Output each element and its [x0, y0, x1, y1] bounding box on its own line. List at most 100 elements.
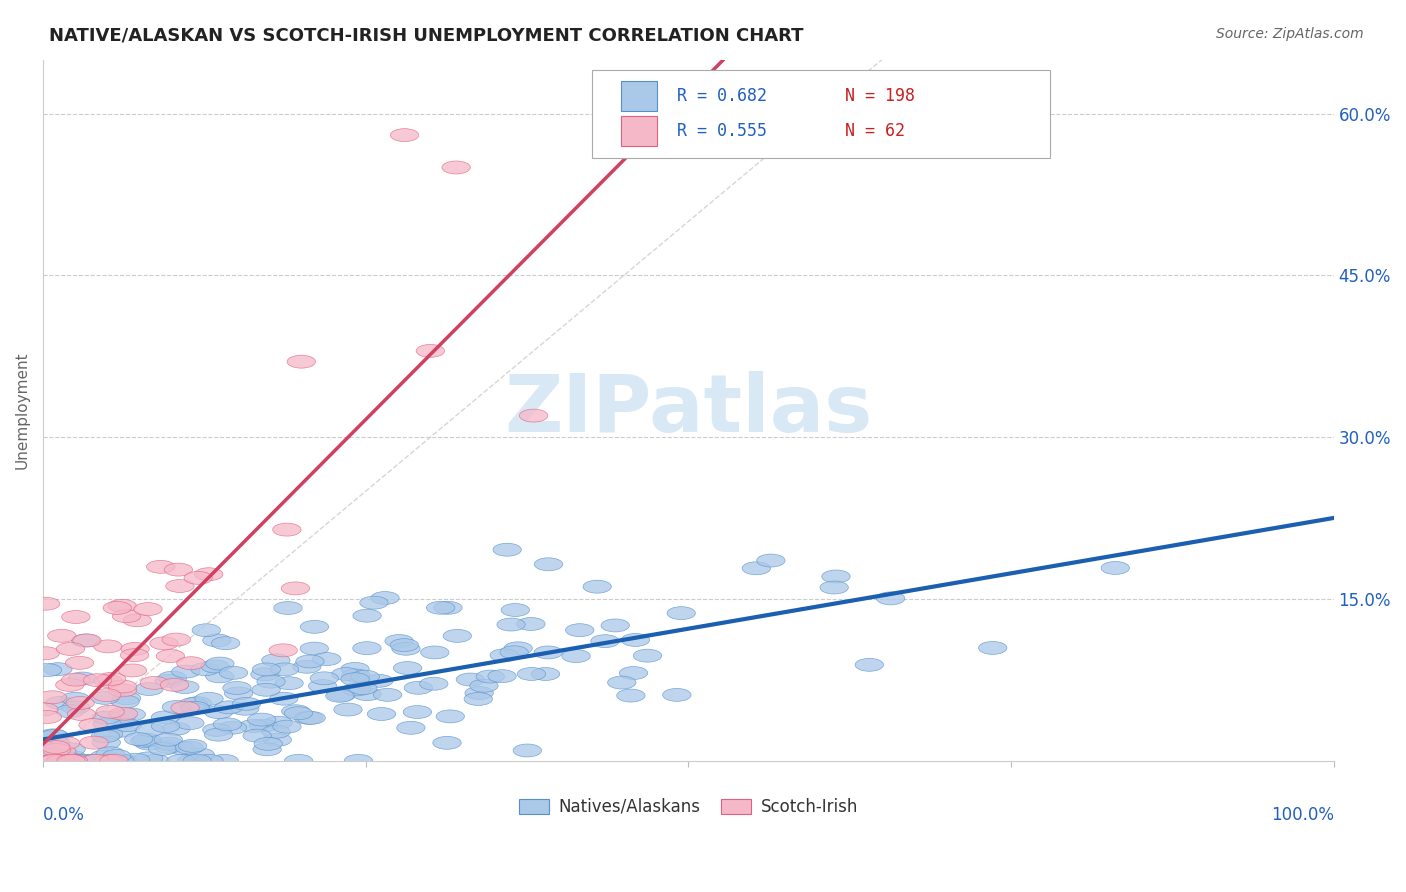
Ellipse shape: [183, 755, 211, 767]
Ellipse shape: [48, 745, 76, 757]
Ellipse shape: [311, 672, 339, 685]
Ellipse shape: [340, 673, 370, 686]
Ellipse shape: [501, 604, 530, 616]
Ellipse shape: [56, 679, 84, 691]
Ellipse shape: [67, 755, 96, 767]
Ellipse shape: [292, 660, 321, 673]
Ellipse shape: [108, 755, 136, 767]
Ellipse shape: [404, 681, 433, 694]
Ellipse shape: [167, 755, 195, 767]
Ellipse shape: [565, 624, 593, 637]
Ellipse shape: [308, 680, 337, 692]
Ellipse shape: [93, 689, 121, 702]
Ellipse shape: [125, 732, 153, 746]
Ellipse shape: [273, 720, 301, 733]
Text: ZIPatlas: ZIPatlas: [505, 371, 873, 450]
Ellipse shape: [820, 581, 848, 594]
Ellipse shape: [41, 755, 69, 767]
Ellipse shape: [232, 698, 260, 710]
Ellipse shape: [299, 642, 329, 655]
Ellipse shape: [177, 755, 205, 767]
Ellipse shape: [62, 610, 90, 624]
Ellipse shape: [562, 649, 591, 663]
Ellipse shape: [742, 562, 770, 574]
Ellipse shape: [270, 663, 299, 676]
Ellipse shape: [353, 688, 381, 700]
Ellipse shape: [396, 722, 425, 734]
Ellipse shape: [756, 554, 785, 567]
Ellipse shape: [118, 664, 146, 677]
FancyBboxPatch shape: [621, 116, 658, 146]
Ellipse shape: [249, 719, 277, 732]
Ellipse shape: [281, 582, 309, 595]
Ellipse shape: [333, 703, 363, 716]
FancyBboxPatch shape: [621, 81, 658, 111]
Ellipse shape: [80, 736, 108, 749]
Ellipse shape: [108, 684, 136, 697]
Ellipse shape: [269, 644, 297, 657]
Ellipse shape: [262, 654, 290, 667]
Ellipse shape: [513, 744, 541, 757]
Ellipse shape: [219, 666, 247, 680]
Ellipse shape: [162, 723, 190, 735]
Ellipse shape: [501, 646, 529, 659]
Ellipse shape: [167, 742, 195, 755]
Ellipse shape: [191, 663, 219, 675]
Ellipse shape: [58, 750, 86, 764]
Ellipse shape: [80, 755, 108, 767]
Ellipse shape: [876, 592, 905, 605]
Ellipse shape: [591, 635, 619, 648]
Ellipse shape: [404, 706, 432, 718]
Ellipse shape: [46, 755, 75, 767]
Ellipse shape: [531, 667, 560, 681]
Ellipse shape: [209, 755, 239, 767]
Ellipse shape: [152, 711, 180, 723]
Ellipse shape: [1101, 561, 1129, 574]
Ellipse shape: [60, 692, 90, 706]
Ellipse shape: [94, 640, 122, 653]
Ellipse shape: [222, 681, 252, 695]
Y-axis label: Unemployment: Unemployment: [15, 351, 30, 469]
Ellipse shape: [155, 733, 183, 746]
Ellipse shape: [464, 692, 492, 706]
Ellipse shape: [534, 646, 562, 659]
Text: 0.0%: 0.0%: [44, 806, 86, 824]
Ellipse shape: [170, 681, 200, 693]
Ellipse shape: [39, 755, 67, 767]
Ellipse shape: [456, 673, 485, 686]
Ellipse shape: [82, 755, 110, 767]
Ellipse shape: [51, 737, 80, 749]
Ellipse shape: [243, 729, 271, 742]
Ellipse shape: [56, 642, 84, 656]
Ellipse shape: [108, 710, 136, 723]
Ellipse shape: [59, 755, 87, 767]
Ellipse shape: [619, 666, 648, 680]
Ellipse shape: [30, 703, 58, 716]
Ellipse shape: [517, 617, 546, 631]
Ellipse shape: [349, 681, 377, 695]
Ellipse shape: [165, 563, 193, 576]
Ellipse shape: [83, 673, 112, 687]
Ellipse shape: [107, 755, 135, 767]
Ellipse shape: [155, 674, 183, 687]
Ellipse shape: [491, 648, 519, 662]
Ellipse shape: [49, 755, 77, 767]
Ellipse shape: [201, 660, 229, 673]
Text: N = 198: N = 198: [845, 87, 914, 105]
Ellipse shape: [67, 672, 97, 685]
Ellipse shape: [202, 723, 231, 737]
Ellipse shape: [250, 668, 280, 681]
Ellipse shape: [155, 737, 183, 750]
Ellipse shape: [111, 755, 139, 767]
Ellipse shape: [342, 669, 370, 682]
Ellipse shape: [274, 601, 302, 615]
Ellipse shape: [46, 697, 75, 709]
Ellipse shape: [344, 755, 373, 767]
Ellipse shape: [131, 734, 159, 747]
Ellipse shape: [97, 673, 125, 685]
Ellipse shape: [204, 728, 232, 741]
Ellipse shape: [420, 646, 449, 659]
Ellipse shape: [34, 711, 62, 723]
Ellipse shape: [195, 692, 224, 706]
Ellipse shape: [374, 689, 402, 701]
